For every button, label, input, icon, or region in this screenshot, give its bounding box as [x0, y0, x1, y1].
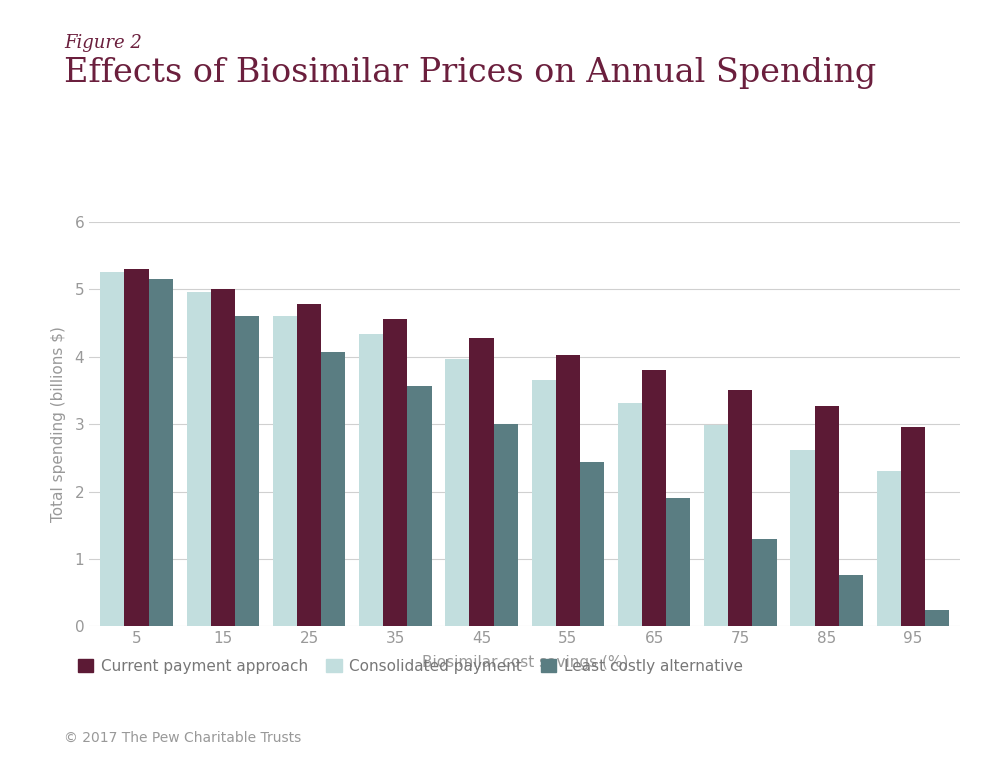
Bar	[790, 450, 815, 626]
Bar	[839, 575, 863, 626]
Bar	[100, 272, 125, 626]
Bar	[580, 462, 604, 626]
Bar	[125, 269, 148, 626]
Bar	[901, 427, 925, 626]
Bar	[815, 406, 839, 626]
Bar	[359, 335, 383, 626]
Bar	[273, 316, 297, 626]
Bar	[408, 386, 432, 626]
Legend: Current payment approach, Consolidated payment, Least costly alternative: Current payment approach, Consolidated p…	[72, 652, 748, 680]
Bar	[321, 351, 346, 626]
Bar	[446, 358, 469, 626]
Bar	[235, 316, 259, 626]
Bar	[618, 403, 642, 626]
Bar	[876, 471, 901, 626]
Bar	[148, 279, 173, 626]
Bar	[555, 355, 580, 626]
Text: Figure 2: Figure 2	[64, 34, 143, 53]
Bar	[704, 425, 729, 626]
Bar	[494, 424, 518, 626]
Bar	[752, 539, 776, 626]
Bar	[666, 498, 690, 626]
Bar	[469, 338, 494, 626]
Bar	[297, 304, 321, 626]
Bar	[532, 380, 555, 626]
X-axis label: Biosimilar cost savings (%): Biosimilar cost savings (%)	[422, 655, 628, 670]
Bar	[925, 610, 949, 626]
Y-axis label: Total spending (billions $): Total spending (billions $)	[51, 326, 66, 522]
Text: © 2017 The Pew Charitable Trusts: © 2017 The Pew Charitable Trusts	[64, 731, 302, 745]
Bar	[383, 319, 408, 626]
Bar	[729, 390, 752, 626]
Bar	[211, 289, 235, 626]
Bar	[186, 293, 211, 626]
Text: Effects of Biosimilar Prices on Annual Spending: Effects of Biosimilar Prices on Annual S…	[64, 57, 876, 89]
Bar	[642, 370, 666, 626]
